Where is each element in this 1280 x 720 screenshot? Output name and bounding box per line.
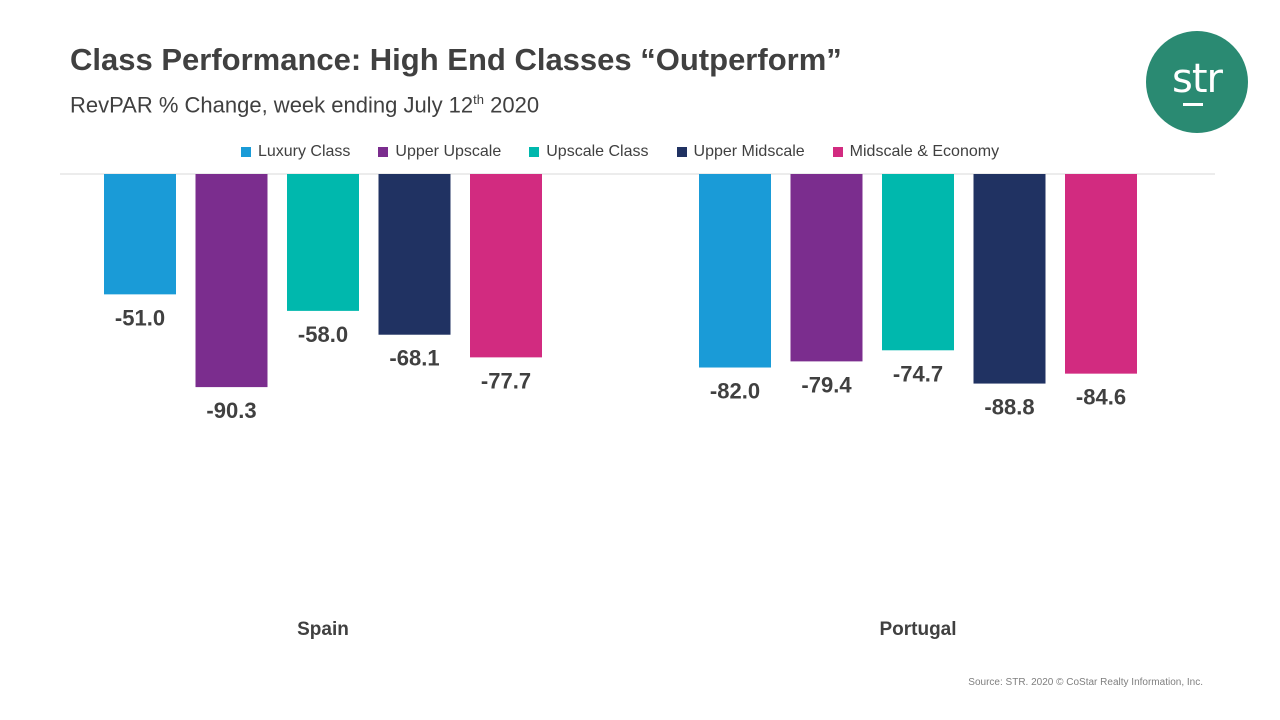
bar-spain-luxury-class: [104, 174, 176, 295]
bar-spain-upscale-class: [287, 174, 359, 311]
legend-label: Upper Upscale: [395, 143, 502, 160]
legend-swatch: [529, 147, 540, 157]
legend-swatch: [676, 147, 687, 157]
legend-swatch: [240, 147, 251, 157]
data-label: -79.4: [801, 372, 852, 397]
logo-text: str: [1172, 56, 1223, 102]
data-label: -88.8: [984, 395, 1034, 420]
data-label: -82.0: [710, 379, 760, 404]
legend-label: Upscale Class: [546, 143, 649, 160]
legend-label: Midscale & Economy: [849, 143, 1000, 160]
legend-swatch: [378, 147, 389, 157]
data-label: -74.7: [893, 361, 943, 386]
data-label: -68.1: [389, 346, 439, 371]
legend-item-luxury-class: Luxury Class: [240, 143, 351, 161]
bar-portugal-upper-upscale: [790, 174, 863, 362]
chart-legend: Luxury Class Upper Upscale Upscale Class Up…: [0, 143, 1240, 161]
legend-swatch: [832, 147, 843, 157]
bar-spain-midscale-economy: [470, 174, 542, 358]
bar-portugal-upper-midscale: [973, 174, 1046, 384]
legend-item-midscale-economy: Midscale & Economy: [832, 143, 1000, 161]
source-note: Source: STR. 2020 © CoStar Realty Inform…: [968, 677, 1203, 688]
bar-portugal-midscale-economy: [1065, 174, 1137, 374]
chart-subtitle: RevPAR % Change, week ending July 12th 2…: [70, 92, 540, 118]
bar-portugal-upscale-class: [882, 174, 954, 351]
legend-label: Upper Midscale: [693, 143, 805, 160]
data-label: -58.0: [298, 322, 348, 347]
data-label: -90.3: [206, 398, 256, 423]
category-label-spain: Spain: [297, 619, 349, 640]
bar-spain-upper-upscale: [195, 174, 268, 388]
data-label: -77.7: [481, 368, 531, 393]
bar-spain-upper-midscale: [378, 174, 451, 335]
bar-portugal-luxury-class: [699, 174, 771, 368]
category-label-portugal: Portugal: [879, 619, 956, 640]
data-label: -84.6: [1076, 385, 1126, 410]
logo-underline: [1183, 103, 1203, 106]
legend-item-upper-upscale: Upper Upscale: [378, 143, 501, 161]
data-label: -51.0: [115, 305, 165, 330]
legend-item-upper-midscale: Upper Midscale: [676, 143, 805, 161]
legend-item-upscale-class: Upscale Class: [529, 143, 649, 161]
str-logo: str: [1146, 31, 1248, 133]
legend-label: Luxury Class: [257, 143, 351, 160]
chart-title: Class Performance: High End Classes “Out…: [70, 42, 842, 77]
